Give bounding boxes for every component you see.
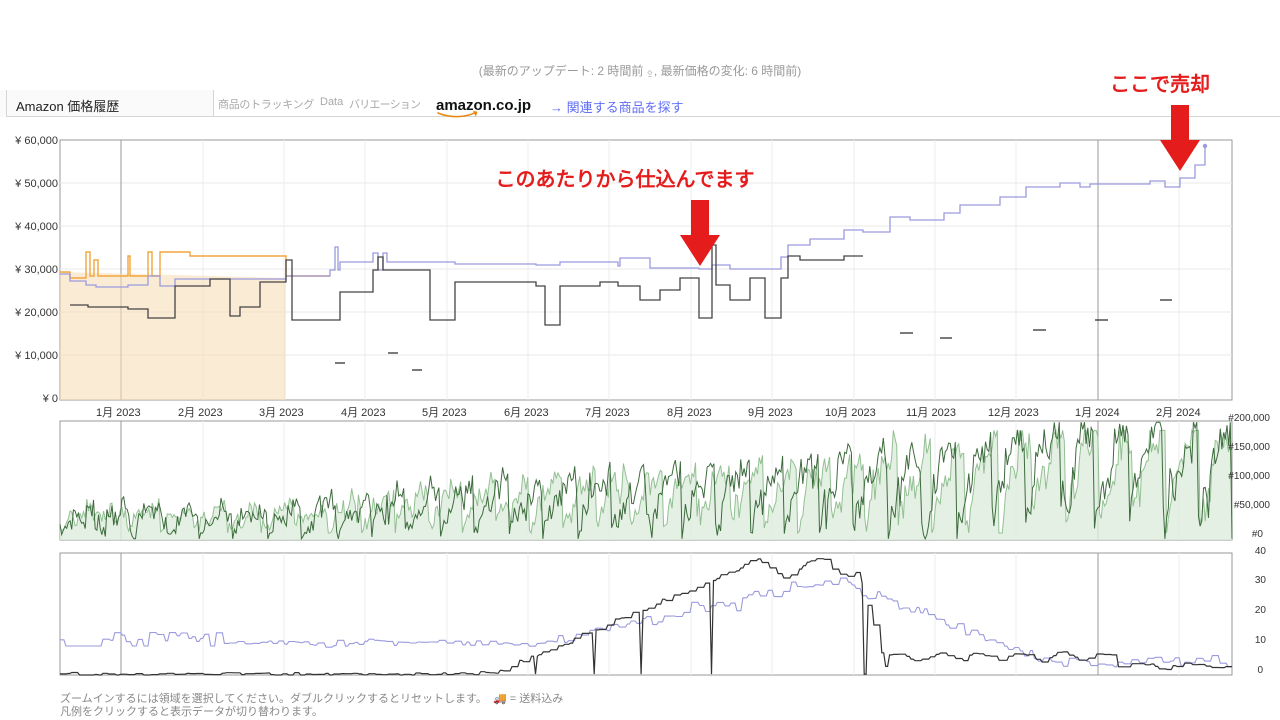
svg-text:amazon.co.jp: amazon.co.jp bbox=[436, 97, 531, 114]
